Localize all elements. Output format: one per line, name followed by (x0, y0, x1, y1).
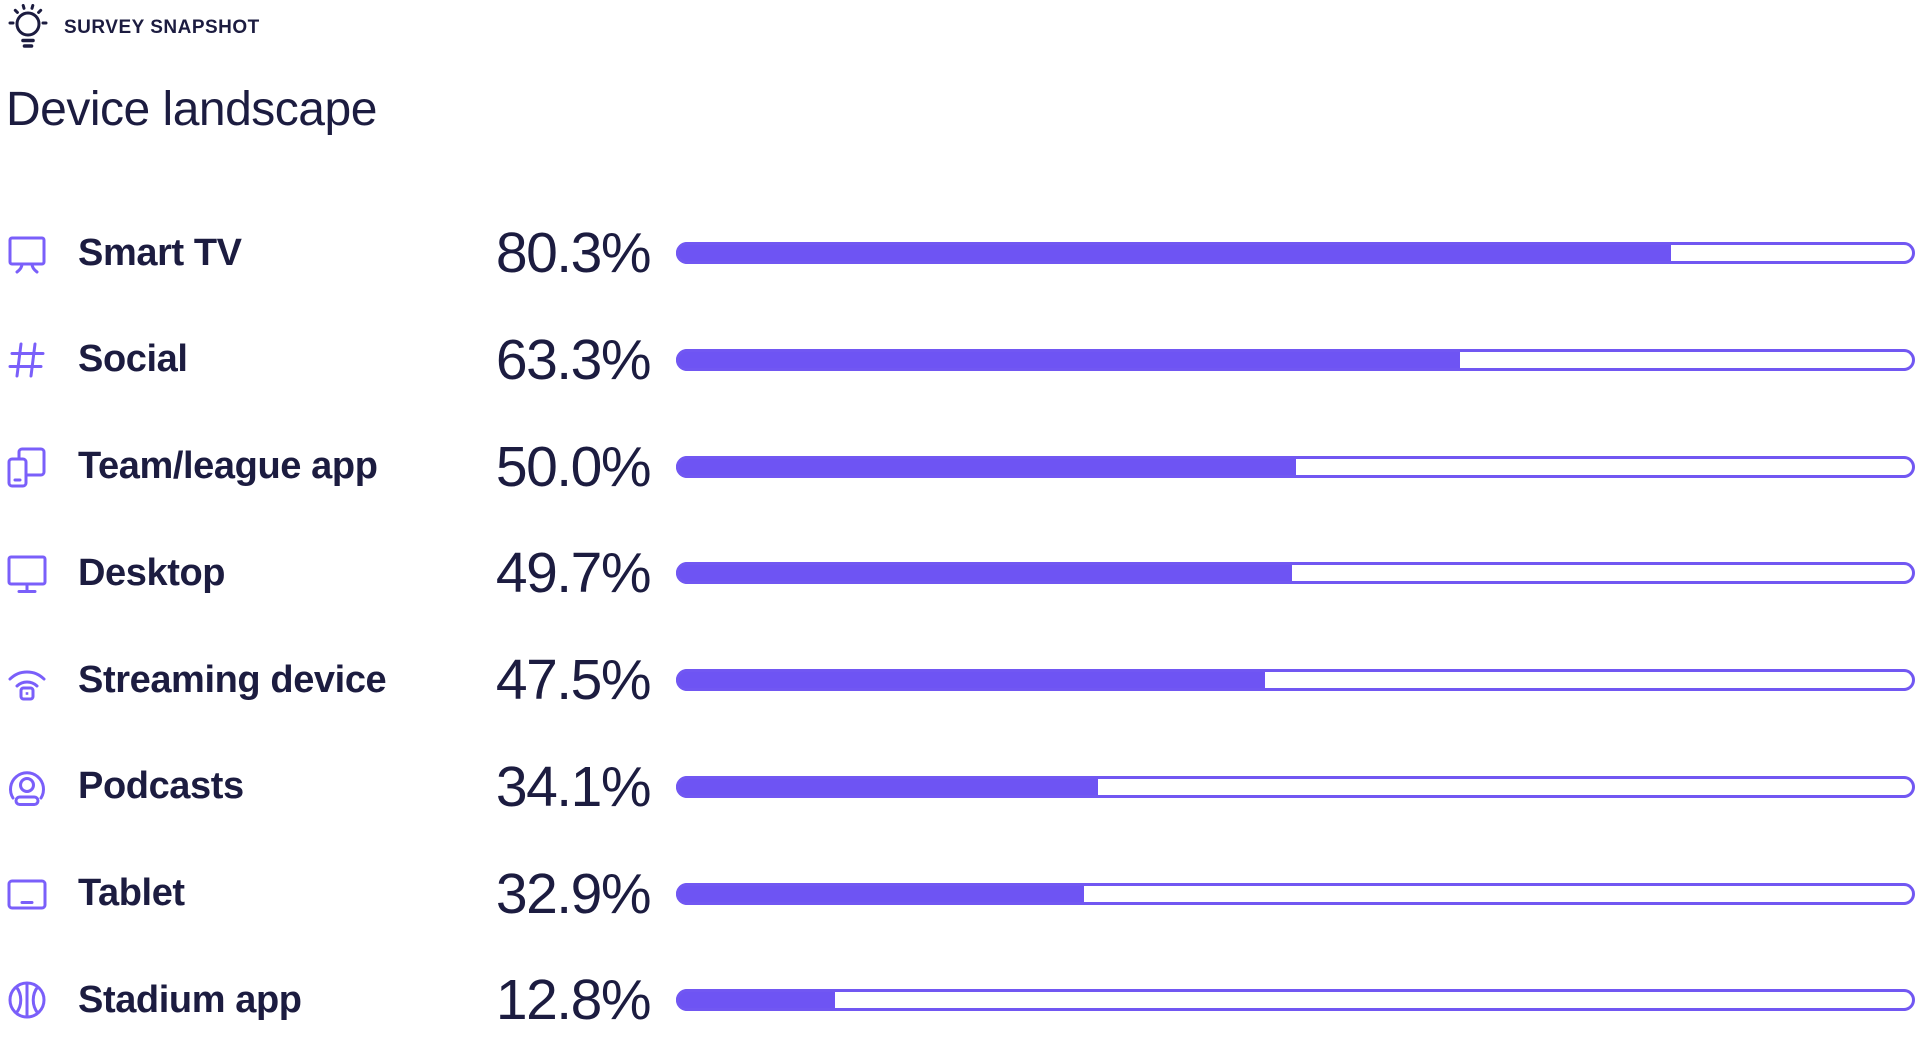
usage-bar (676, 348, 1915, 371)
usage-bar-track (676, 242, 1915, 265)
survey-snapshot-page: SURVEY SNAPSHOT Device landscape Smart T… (6, 4, 1915, 1032)
basketball-icon (6, 979, 48, 1021)
lightbulb-icon (8, 4, 48, 52)
device-row: Tablet 32.9% (6, 840, 1915, 947)
usage-bar-fill (676, 669, 1265, 692)
usage-bar-fill (676, 242, 1671, 265)
device-label: Podcasts (78, 765, 244, 808)
device-value: 12.8% (495, 968, 652, 1033)
device-value: 47.5% (495, 648, 652, 713)
usage-bar (676, 669, 1915, 692)
header: SURVEY SNAPSHOT (6, 4, 1915, 52)
device-value: 80.3% (495, 221, 652, 286)
device-value: 50.0% (495, 434, 652, 499)
desktop-icon (6, 552, 48, 594)
usage-bar (676, 242, 1915, 265)
device-label: Streaming device (78, 658, 387, 701)
device-value: 49.7% (495, 541, 652, 606)
usage-bar-track (676, 455, 1915, 478)
usage-bar-fill (676, 455, 1296, 478)
usage-bar-track (676, 348, 1915, 371)
usage-bar-fill (676, 775, 1099, 798)
device-value: 34.1% (495, 754, 652, 819)
device-label: Social (78, 338, 188, 381)
devices-icon (6, 446, 48, 488)
usage-bar (676, 882, 1915, 905)
usage-bar (676, 455, 1915, 478)
hashtag-icon (6, 339, 48, 381)
usage-bar-track (676, 989, 1915, 1012)
usage-bar (676, 989, 1915, 1012)
device-label: Stadium app (78, 978, 302, 1021)
usage-bar-fill (676, 348, 1461, 371)
usage-bar (676, 562, 1915, 585)
usage-bar-fill (676, 562, 1292, 585)
device-label: Smart TV (78, 231, 242, 274)
usage-bar (676, 775, 1915, 798)
usage-bar-fill (676, 989, 835, 1012)
device-usage-list: Smart TV 80.3% Social 63.3% (6, 200, 1915, 1054)
usage-bar-fill (676, 882, 1084, 905)
device-row: Podcasts 34.1% (6, 734, 1915, 841)
streaming-icon (6, 659, 48, 701)
device-row: Smart TV 80.3% (6, 200, 1915, 307)
podcast-icon (6, 766, 48, 808)
page-title: Device landscape (6, 83, 377, 136)
device-label: Desktop (78, 551, 226, 594)
usage-bar-track (676, 669, 1915, 692)
device-row: Stadium app 12.8% (6, 947, 1915, 1054)
usage-bar-track (676, 562, 1915, 585)
usage-bar-track (676, 775, 1915, 798)
device-label: Team/league app (78, 445, 378, 488)
device-label: Tablet (78, 872, 185, 915)
device-value: 63.3% (495, 327, 652, 392)
eyebrow-label: SURVEY SNAPSHOT (64, 17, 260, 38)
device-row: Team/league app 50.0% (6, 413, 1915, 520)
device-row: Streaming device 47.5% (6, 627, 1915, 734)
device-row: Social 63.3% (6, 307, 1915, 414)
device-value: 32.9% (495, 861, 652, 926)
usage-bar-track (676, 882, 1915, 905)
smart-tv-icon (6, 232, 48, 274)
device-row: Desktop 49.7% (6, 520, 1915, 627)
tablet-icon (6, 873, 48, 915)
